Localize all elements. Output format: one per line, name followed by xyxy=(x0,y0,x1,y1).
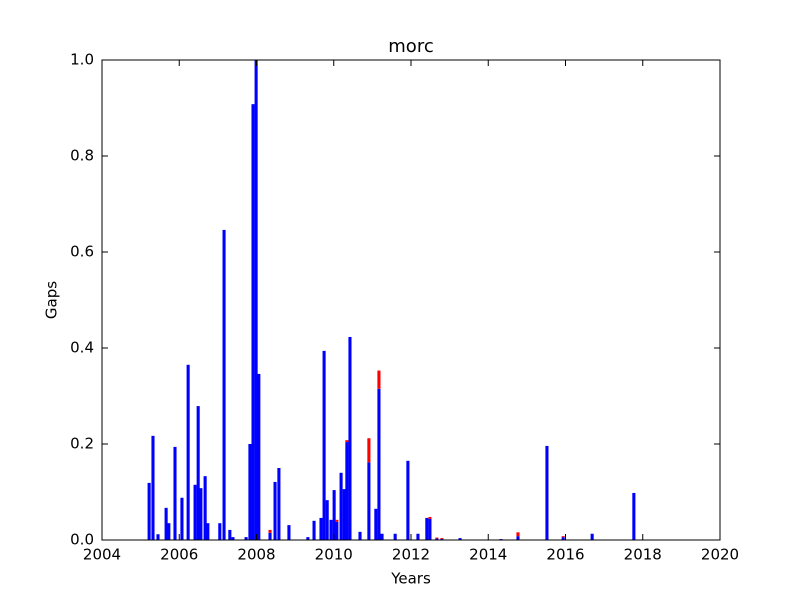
bar xyxy=(335,521,339,540)
bar xyxy=(425,517,429,540)
x-tick-label: 2020 xyxy=(701,546,739,564)
bar xyxy=(228,529,232,540)
plot-area: 2004 2006 2008 2010 2012 2014 2016 2018 2020 0.0 0… xyxy=(70,51,739,564)
bar xyxy=(516,536,520,540)
bar xyxy=(428,516,432,519)
bar xyxy=(435,537,439,539)
bar xyxy=(516,532,520,537)
bar xyxy=(186,364,190,540)
bar xyxy=(329,519,333,540)
bar xyxy=(306,537,310,540)
bar xyxy=(358,531,362,540)
bar xyxy=(251,104,255,540)
x-tick-label: 2008 xyxy=(237,546,275,564)
y-tick-label: 0.8 xyxy=(70,147,94,165)
y-axis-label: Gaps xyxy=(43,281,61,319)
bar xyxy=(167,523,171,540)
bar xyxy=(590,533,594,540)
bar xyxy=(147,482,151,540)
bar xyxy=(322,350,326,540)
bar xyxy=(164,507,168,540)
bar xyxy=(545,445,549,540)
bar xyxy=(348,336,352,540)
bar xyxy=(319,517,323,540)
x-tick-label: 2010 xyxy=(315,546,353,564)
bar xyxy=(196,406,200,540)
bar xyxy=(180,497,184,540)
bar xyxy=(335,519,339,522)
bar xyxy=(435,538,439,540)
x-tick-label: 2016 xyxy=(546,546,584,564)
bar xyxy=(345,442,349,540)
bar xyxy=(367,438,371,463)
x-tick-label: 2014 xyxy=(469,546,507,564)
y-tick-label: 1.0 xyxy=(70,51,94,69)
x-axis-label: Years xyxy=(390,570,431,588)
bar xyxy=(377,388,381,540)
chart-title: morc xyxy=(388,36,433,57)
bar xyxy=(273,481,277,540)
y-tick-label: 0.2 xyxy=(70,435,94,453)
bar xyxy=(312,520,316,540)
y-tick-label: 0.0 xyxy=(70,531,94,549)
bar xyxy=(393,533,397,540)
bar xyxy=(193,484,197,540)
bar xyxy=(632,492,636,540)
bar xyxy=(339,472,343,540)
bar xyxy=(416,533,420,540)
bar xyxy=(156,534,160,540)
x-tick-label: 2012 xyxy=(392,546,430,564)
bar xyxy=(345,440,349,443)
bar xyxy=(342,489,346,540)
bar xyxy=(203,476,207,540)
y-tick-label: 0.4 xyxy=(70,339,94,357)
x-tick-label: 2004 xyxy=(83,546,121,564)
bar xyxy=(380,533,384,540)
x-tick-label: 2018 xyxy=(624,546,662,564)
y-tick-label: 0.6 xyxy=(70,243,94,261)
bar xyxy=(277,468,281,540)
bar xyxy=(244,537,248,540)
bar xyxy=(367,462,371,540)
x-tick-label: 2006 xyxy=(160,546,198,564)
bar xyxy=(268,532,272,540)
bar xyxy=(406,460,410,540)
bar xyxy=(206,523,210,540)
bar xyxy=(268,529,272,533)
bar xyxy=(222,229,226,541)
bar xyxy=(231,537,235,540)
bar xyxy=(254,60,258,540)
bar xyxy=(377,370,381,389)
bar xyxy=(218,523,222,540)
bar xyxy=(458,538,462,540)
bar xyxy=(173,446,177,540)
bar xyxy=(374,508,378,540)
bar xyxy=(440,538,444,540)
bar xyxy=(561,536,565,538)
bar xyxy=(561,537,565,540)
bar xyxy=(248,444,252,540)
bar xyxy=(151,435,155,540)
bar xyxy=(287,525,291,540)
bar xyxy=(199,488,203,540)
bar xyxy=(257,373,261,540)
bar xyxy=(325,500,329,540)
bar xyxy=(332,490,336,540)
bar xyxy=(428,518,432,540)
